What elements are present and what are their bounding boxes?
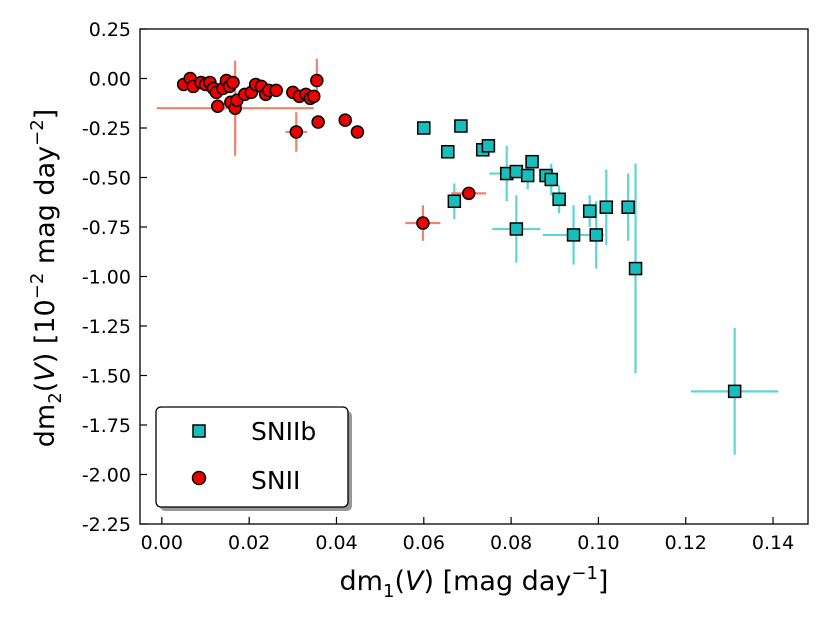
data-point-snii: [338, 113, 352, 127]
data-point-snii: [210, 99, 225, 113]
data-point-sniib: [552, 192, 566, 207]
y-tick-label: -0.25: [82, 118, 131, 140]
data-point-snii: [350, 125, 365, 139]
data-point-snii: [289, 125, 304, 139]
legend-label-sniib: SNIIb: [251, 417, 316, 446]
y-tick-label: -2.25: [82, 514, 131, 536]
axis-ticks: [140, 28, 774, 525]
y-tick-label: 0.00: [89, 69, 131, 91]
tick-labels: 0.00 0.02 0.04 0.06 0.08 0.10 0.12 0.14 0.25 0.00…: [82, 19, 794, 554]
data-point-snii: [416, 216, 430, 230]
data-point-sniib: [589, 228, 603, 242]
data-markers: [176, 71, 742, 399]
data-point-sniib: [727, 384, 742, 399]
legend-marker-snii: [191, 470, 207, 486]
data-point-snii: [269, 83, 283, 98]
data-point-sniib: [441, 145, 455, 159]
y-tick-label: -1.00: [82, 267, 131, 289]
data-point-sniib: [520, 168, 535, 183]
data-point-snii: [311, 115, 325, 129]
data-point-snii: [462, 186, 476, 201]
x-tick-label: 0.10: [577, 532, 619, 554]
y-tick-label: -0.75: [82, 217, 131, 239]
y-axis-label: dm2(V) [10−2 mag day−2]: [27, 109, 66, 447]
legend: SNIIb SNII: [155, 406, 352, 511]
x-axis-label: dm1(V) [mag day−1]: [340, 563, 609, 602]
data-point-sniib: [544, 172, 559, 187]
x-tick-label: 0.00: [141, 532, 183, 554]
y-tick-label: -1.50: [82, 366, 131, 388]
y-tick-label: -1.75: [82, 415, 131, 437]
data-point-sniib: [481, 139, 496, 153]
data-point-sniib: [599, 200, 614, 214]
data-point-sniib: [454, 119, 468, 133]
x-tick-label: 0.08: [490, 532, 532, 554]
x-tick-label: 0.12: [665, 532, 707, 554]
x-tick-label: 0.04: [315, 532, 357, 554]
data-point-sniib: [582, 204, 597, 218]
x-tick-label: 0.06: [403, 532, 445, 554]
data-point-sniib: [509, 222, 524, 236]
data-point-snii: [226, 75, 240, 90]
y-tick-label: -1.25: [82, 316, 131, 338]
y-tick-label: -2.00: [82, 465, 131, 487]
legend-label-snii: SNII: [251, 466, 300, 495]
data-point-snii: [307, 89, 321, 104]
y-tick-label: 0.25: [89, 19, 131, 41]
legend-marker-sniib: [192, 424, 206, 438]
data-point-sniib: [621, 200, 635, 214]
data-point-sniib: [525, 154, 539, 169]
y-tick-label: -0.50: [82, 168, 131, 190]
data-point-sniib: [566, 228, 581, 242]
data-point-sniib: [447, 194, 462, 209]
x-tick-label: 0.14: [752, 532, 794, 554]
data-point-sniib: [417, 121, 431, 135]
data-point-snii: [310, 73, 324, 88]
x-tick-label: 0.02: [228, 532, 270, 554]
data-point-sniib: [509, 164, 524, 179]
data-point-sniib: [628, 261, 643, 276]
